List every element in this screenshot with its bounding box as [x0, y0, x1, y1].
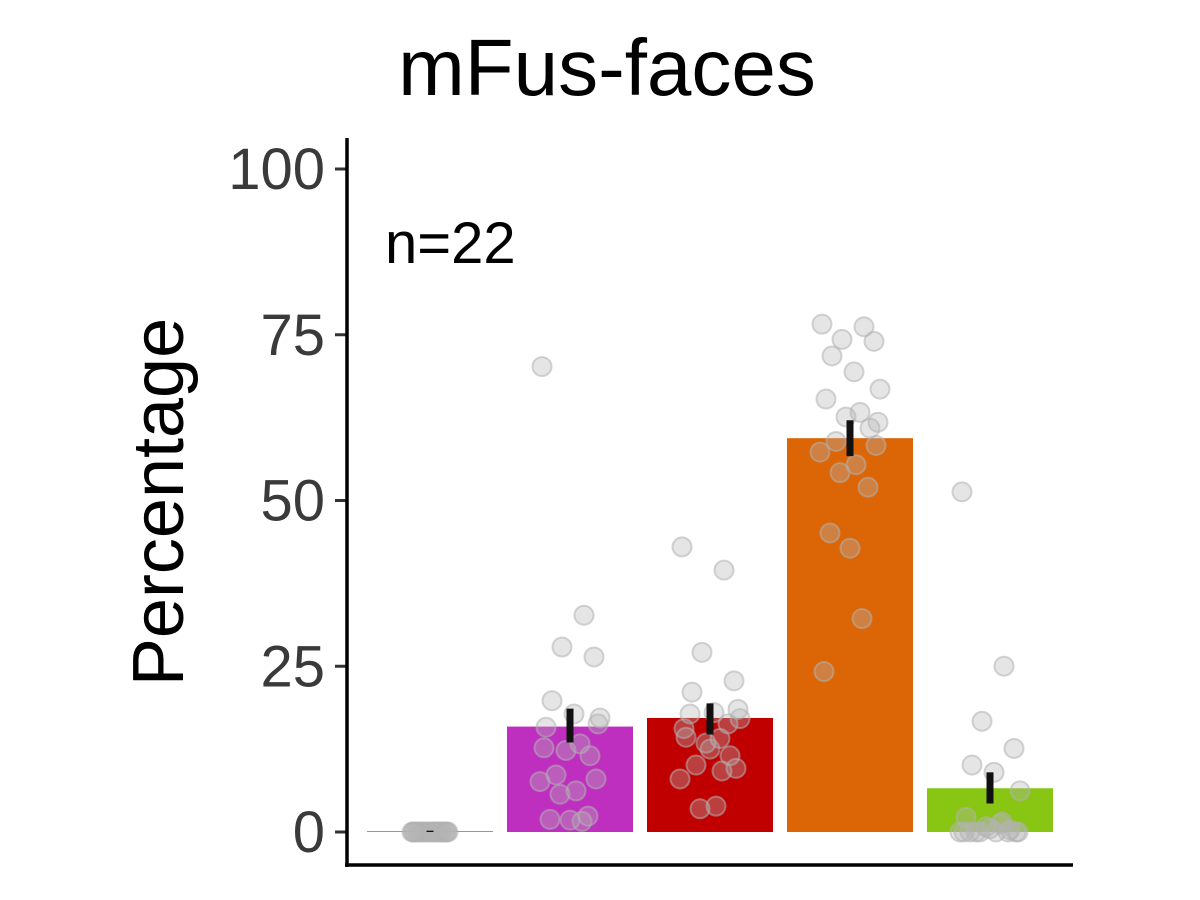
data-point	[1007, 821, 1029, 843]
y-axis-ticks: 0 25 50 75 100	[228, 137, 347, 865]
data-point	[583, 646, 605, 668]
data-point	[717, 713, 739, 735]
chart-title: mFus-faces	[398, 23, 816, 112]
data-point	[403, 821, 425, 843]
bars-group	[367, 438, 1053, 832]
data-point	[579, 745, 601, 767]
data-point	[691, 641, 713, 663]
data-point	[529, 771, 551, 793]
data-point	[825, 430, 847, 452]
y-tick-label: 25	[260, 634, 325, 699]
data-point	[819, 522, 841, 544]
data-point	[951, 481, 973, 503]
data-point	[971, 710, 993, 732]
y-axis-label: Percentage	[119, 318, 199, 686]
data-point	[571, 810, 593, 832]
data-point	[723, 670, 745, 692]
data-point	[685, 754, 707, 776]
data-point	[1003, 737, 1025, 759]
data-point	[539, 808, 561, 830]
bar	[787, 438, 913, 832]
data-point	[829, 462, 851, 484]
y-tick-label: 0	[293, 800, 325, 865]
data-point	[555, 739, 577, 761]
data-point	[869, 378, 891, 400]
data-point	[993, 655, 1015, 677]
data-point	[863, 330, 885, 352]
data-point	[699, 738, 721, 760]
data-point	[953, 821, 975, 843]
data-point	[573, 604, 595, 626]
data-point	[541, 690, 563, 712]
data-point	[991, 811, 1013, 833]
data-point	[673, 718, 695, 740]
data-point	[713, 559, 735, 581]
data-point	[436, 821, 458, 843]
data-point	[961, 754, 983, 776]
data-point	[689, 798, 711, 820]
data-point	[549, 783, 571, 805]
data-point	[853, 316, 875, 338]
y-tick-label: 75	[260, 303, 325, 368]
data-point	[809, 441, 831, 463]
data-point	[565, 780, 587, 802]
data-point	[867, 411, 889, 433]
data-point	[705, 795, 727, 817]
data-point	[857, 476, 879, 498]
data-point	[671, 536, 693, 558]
y-tick-label: 100	[228, 137, 325, 202]
sample-size-annotation: n=22	[385, 211, 516, 276]
data-point	[865, 434, 887, 456]
data-point	[681, 681, 703, 703]
points-group	[401, 313, 1031, 843]
y-tick-label: 50	[260, 469, 325, 534]
error-bars-group	[426, 420, 994, 832]
data-point	[959, 821, 981, 843]
data-point	[587, 713, 609, 735]
data-point	[551, 636, 573, 658]
data-point	[831, 328, 853, 350]
data-point	[843, 361, 865, 383]
data-point	[839, 537, 861, 559]
data-point	[813, 661, 835, 683]
data-point	[821, 345, 843, 367]
data-point	[531, 356, 553, 378]
data-point	[1009, 780, 1031, 802]
data-point	[533, 737, 555, 759]
data-point	[811, 313, 833, 335]
data-point	[815, 388, 837, 410]
data-point	[669, 768, 691, 790]
data-point	[727, 698, 749, 720]
data-point	[535, 716, 557, 738]
data-point	[851, 608, 873, 630]
data-point	[979, 818, 1001, 840]
data-point	[711, 760, 733, 782]
data-point	[585, 768, 607, 790]
